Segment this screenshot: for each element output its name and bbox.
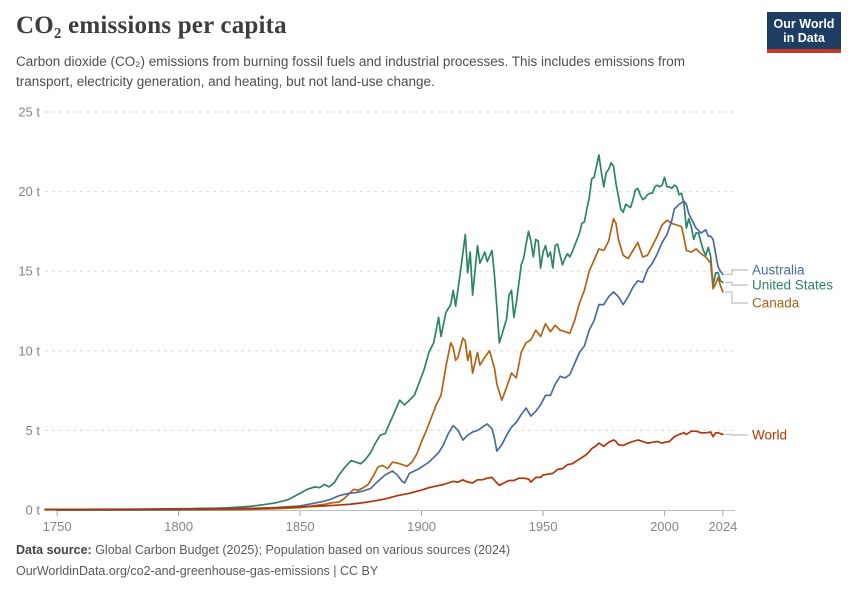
series-label-connector (724, 433, 748, 436)
series-label-connector (724, 281, 748, 286)
series-label-connector (724, 269, 748, 276)
x-axis-tick-label: 1950 (529, 519, 558, 534)
series-line-canada[interactable] (56, 217, 724, 511)
page-title: CO₂ emissions per capita (16, 12, 287, 39)
owid-logo-line2: in Data (783, 31, 825, 45)
data-source-label: Data source: (16, 543, 92, 557)
series-line-australia[interactable] (56, 200, 724, 511)
data-source-line: Data source: Global Carbon Budget (2025)… (16, 540, 776, 561)
series-label-united-states[interactable]: United States (752, 278, 833, 293)
data-source-text: Global Carbon Budget (2025); Population … (91, 543, 511, 557)
series-line-united-states[interactable] (44, 154, 724, 511)
chart-footer: Data source: Global Carbon Budget (2025)… (16, 540, 776, 582)
series-label-australia[interactable]: Australia (752, 263, 805, 278)
license-link[interactable]: OurWorldinData.org/co2-and-greenhouse-ga… (16, 564, 379, 578)
x-axis-tick-label: 1900 (407, 519, 436, 534)
x-axis-tick-label: 2000 (650, 519, 679, 534)
y-axis-tick-label: 10 t (18, 343, 40, 358)
x-axis-tick-label: 1800 (164, 519, 193, 534)
series-label-connector (724, 291, 748, 304)
y-axis-tick-label: 15 t (18, 264, 40, 279)
y-axis-tick-label: 25 t (18, 105, 40, 120)
series-label-canada[interactable]: Canada (752, 296, 800, 311)
y-axis-tick-label: 20 t (18, 184, 40, 199)
owid-logo-line1: Our World (773, 17, 835, 31)
series-label-world[interactable]: World (752, 428, 787, 443)
y-axis-tick-label: 5 t (26, 423, 41, 438)
x-axis-tick-label: 2024 (708, 519, 737, 534)
x-axis-tick-label: 1850 (286, 519, 315, 534)
owid-logo[interactable]: Our World in Data (767, 12, 841, 53)
series-line-world[interactable] (44, 430, 724, 511)
chart-subtitle: Carbon dioxide (CO₂) emissions from burn… (16, 54, 686, 89)
y-axis-tick-label: 0 t (26, 503, 41, 518)
x-axis-tick-label: 1750 (43, 519, 72, 534)
